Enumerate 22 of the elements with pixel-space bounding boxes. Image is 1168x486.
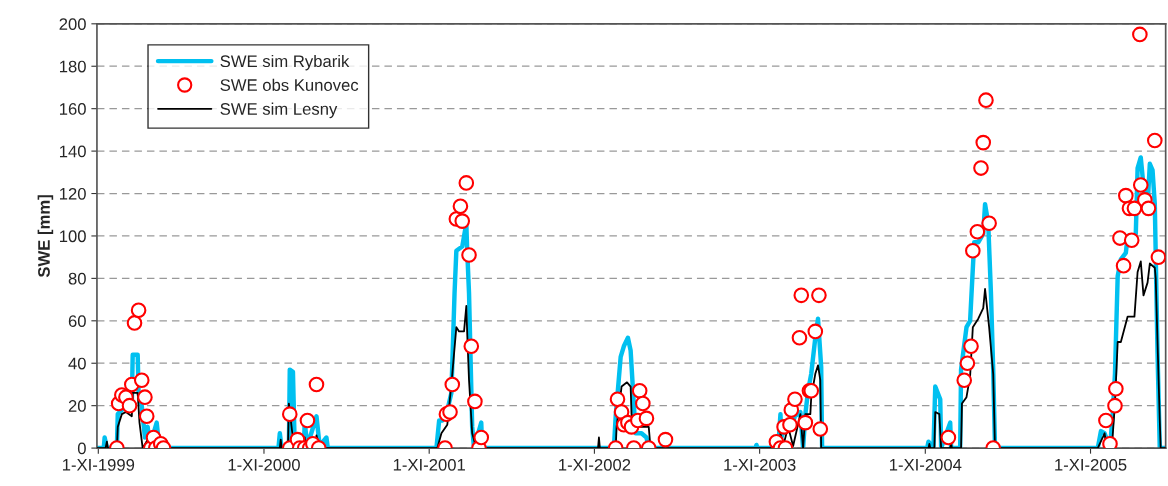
y-tick-label: 0: [77, 442, 86, 455]
x-tick-label: 1-XI-2003: [724, 458, 796, 471]
y-tick-label: 200: [59, 18, 86, 31]
y-tick-label: 180: [59, 60, 86, 73]
x-tick-label: 1-XI-2000: [228, 458, 300, 471]
y-tick-label: 20: [68, 400, 86, 412]
x-tick-label: 1-XI-2002: [559, 458, 631, 471]
y-tick-label: 60: [68, 315, 86, 328]
legend-label: SWE obs Kunovec: [220, 78, 359, 91]
y-tick-label: 40: [68, 357, 86, 370]
y-tick-label: 100: [59, 230, 86, 243]
y-tick-label: 160: [59, 103, 86, 115]
x-tick-label: 1-XI-2005: [1055, 458, 1127, 471]
y-axis-title: SWE [mm]: [37, 195, 54, 278]
y-tick-label: 140: [59, 145, 86, 158]
x-tick-label: 1-XI-2001: [393, 458, 465, 471]
y-tick-label: 80: [68, 272, 86, 285]
y-tick-label: 120: [59, 187, 86, 200]
x-tick-label: 1-XI-1999: [62, 458, 135, 471]
x-tick-label: 1-XI-2004: [889, 458, 962, 471]
legend-label: SWE sim Rybarik: [220, 54, 350, 71]
legend-label: SWE sim Lesny: [220, 102, 338, 119]
